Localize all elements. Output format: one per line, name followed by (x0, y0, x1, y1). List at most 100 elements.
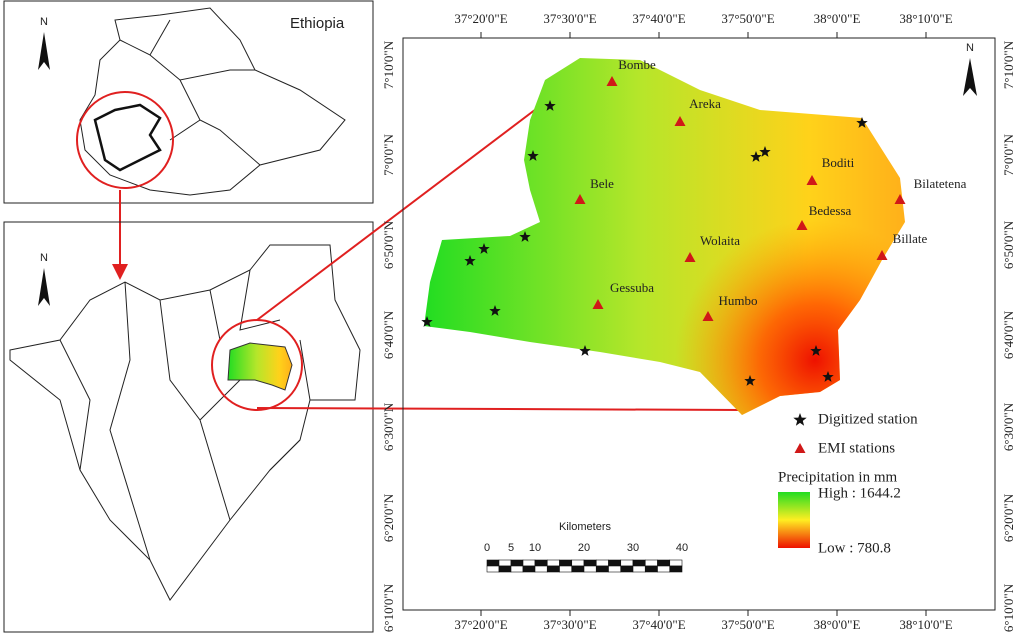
scale-segment (486, 565, 500, 573)
scale-segment (534, 565, 548, 573)
lon-label: 37°30'0"E (543, 11, 596, 26)
study-area-outline (93, 103, 162, 172)
lat-label: 7°10'0"N (381, 40, 396, 89)
highlight-circle (76, 91, 174, 189)
emi-station (592, 299, 604, 309)
north-label: N (40, 16, 48, 28)
lat-label: 6°10'0"N (381, 583, 396, 632)
scale-segment (632, 559, 646, 567)
lon-label: 38°10'0"E (899, 11, 952, 26)
station-label: Gessuba (610, 280, 654, 295)
legend-triangle (794, 443, 806, 453)
scale-segment (657, 565, 671, 573)
lon-label: 37°20'0"E (454, 617, 507, 632)
scale-segment (510, 559, 524, 567)
emi-station (796, 220, 808, 230)
emi-station (876, 250, 888, 260)
emi-station (574, 194, 586, 204)
digitized-station (810, 345, 822, 356)
lat-label: 6°40'0"N (1001, 310, 1016, 359)
scale-segment (559, 565, 573, 573)
scale-segment (498, 559, 512, 567)
scale-segment (486, 559, 500, 567)
north-label: N (966, 42, 974, 54)
scale-label: 10 (529, 542, 541, 554)
scale-segment (595, 559, 609, 567)
scale-segment (522, 565, 536, 573)
scale-segment (632, 565, 646, 573)
lat-label: 7°10'0"N (1001, 40, 1016, 89)
study-area-mini (227, 342, 293, 391)
scale-segment (522, 559, 536, 567)
ethiopia-outline (79, 7, 346, 196)
legend-title: Precipitation in mm (778, 469, 897, 485)
emi-station (894, 194, 906, 204)
digitized-station (822, 371, 834, 382)
legend-high: High : 1644.2 (818, 485, 901, 501)
station-label: Bedessa (809, 203, 852, 218)
scale-segment (559, 559, 573, 567)
zone-outline (9, 244, 361, 601)
scale-segment (583, 565, 597, 573)
emi-station (674, 116, 686, 126)
lon-label: 37°50'0"E (721, 11, 774, 26)
scale-label: 20 (578, 542, 590, 554)
legend-ramp (778, 492, 810, 548)
scale-segment (620, 559, 634, 567)
scale-segment (608, 565, 622, 573)
precipitation-low-zone (424, 58, 905, 415)
scale-segment (546, 559, 560, 567)
scale-title: Kilometers (559, 521, 611, 533)
scale-segment (644, 565, 658, 573)
digitized-station (478, 243, 490, 254)
lon-label: 37°30'0"E (543, 617, 596, 632)
legend-label: Digitized station (818, 411, 918, 427)
map-frame (402, 37, 996, 611)
scale-segment (608, 559, 622, 567)
inset-frame (3, 0, 374, 204)
digitized-station (464, 255, 476, 266)
digitized-station (759, 146, 771, 157)
inset-frame (3, 221, 374, 633)
north-arrow (963, 58, 977, 96)
lat-label: 6°40'0"N (381, 310, 396, 359)
digitized-station (750, 151, 762, 162)
region-borders (119, 19, 261, 166)
station-label: Bele (590, 176, 614, 191)
digitized-station (489, 305, 501, 316)
emi-station (684, 252, 696, 262)
scale-label: 5 (508, 542, 514, 554)
lat-label: 6°10'0"N (1001, 583, 1016, 632)
lon-label: 38°10'0"E (899, 617, 952, 632)
lon-label: 37°40'0"E (632, 617, 685, 632)
lon-label: 37°20'0"E (454, 11, 507, 26)
north-arrow (38, 268, 50, 306)
legend-low: Low : 780.8 (818, 540, 891, 556)
emi-station (606, 76, 618, 86)
scale-segment (583, 559, 597, 567)
station-label: Areka (689, 96, 721, 111)
lon-label: 38°0'0"E (814, 617, 861, 632)
scale-segment (644, 559, 658, 567)
station-label: Billate (893, 231, 928, 246)
lat-label: 6°20'0"N (381, 493, 396, 542)
lon-label: 37°40'0"E (632, 11, 685, 26)
digitized-station (856, 117, 868, 128)
lat-label: 7°0'0"N (381, 134, 396, 176)
lat-label: 6°30'0"N (381, 402, 396, 451)
lon-label: 38°0'0"E (814, 11, 861, 26)
digitized-station (421, 316, 433, 327)
scale-label: 0 (484, 542, 490, 554)
station-label: Bombe (618, 57, 656, 72)
scale-segment (510, 565, 524, 573)
emi-station (806, 175, 818, 185)
north-label: N (40, 252, 48, 264)
lat-label: 6°30'0"N (1001, 402, 1016, 451)
digitized-station (527, 150, 539, 161)
lat-label: 6°50'0"N (381, 220, 396, 269)
scale-label: 30 (627, 542, 639, 554)
scale-segment (657, 559, 671, 567)
lat-label: 6°20'0"N (1001, 493, 1016, 542)
scale-segment (595, 565, 609, 573)
